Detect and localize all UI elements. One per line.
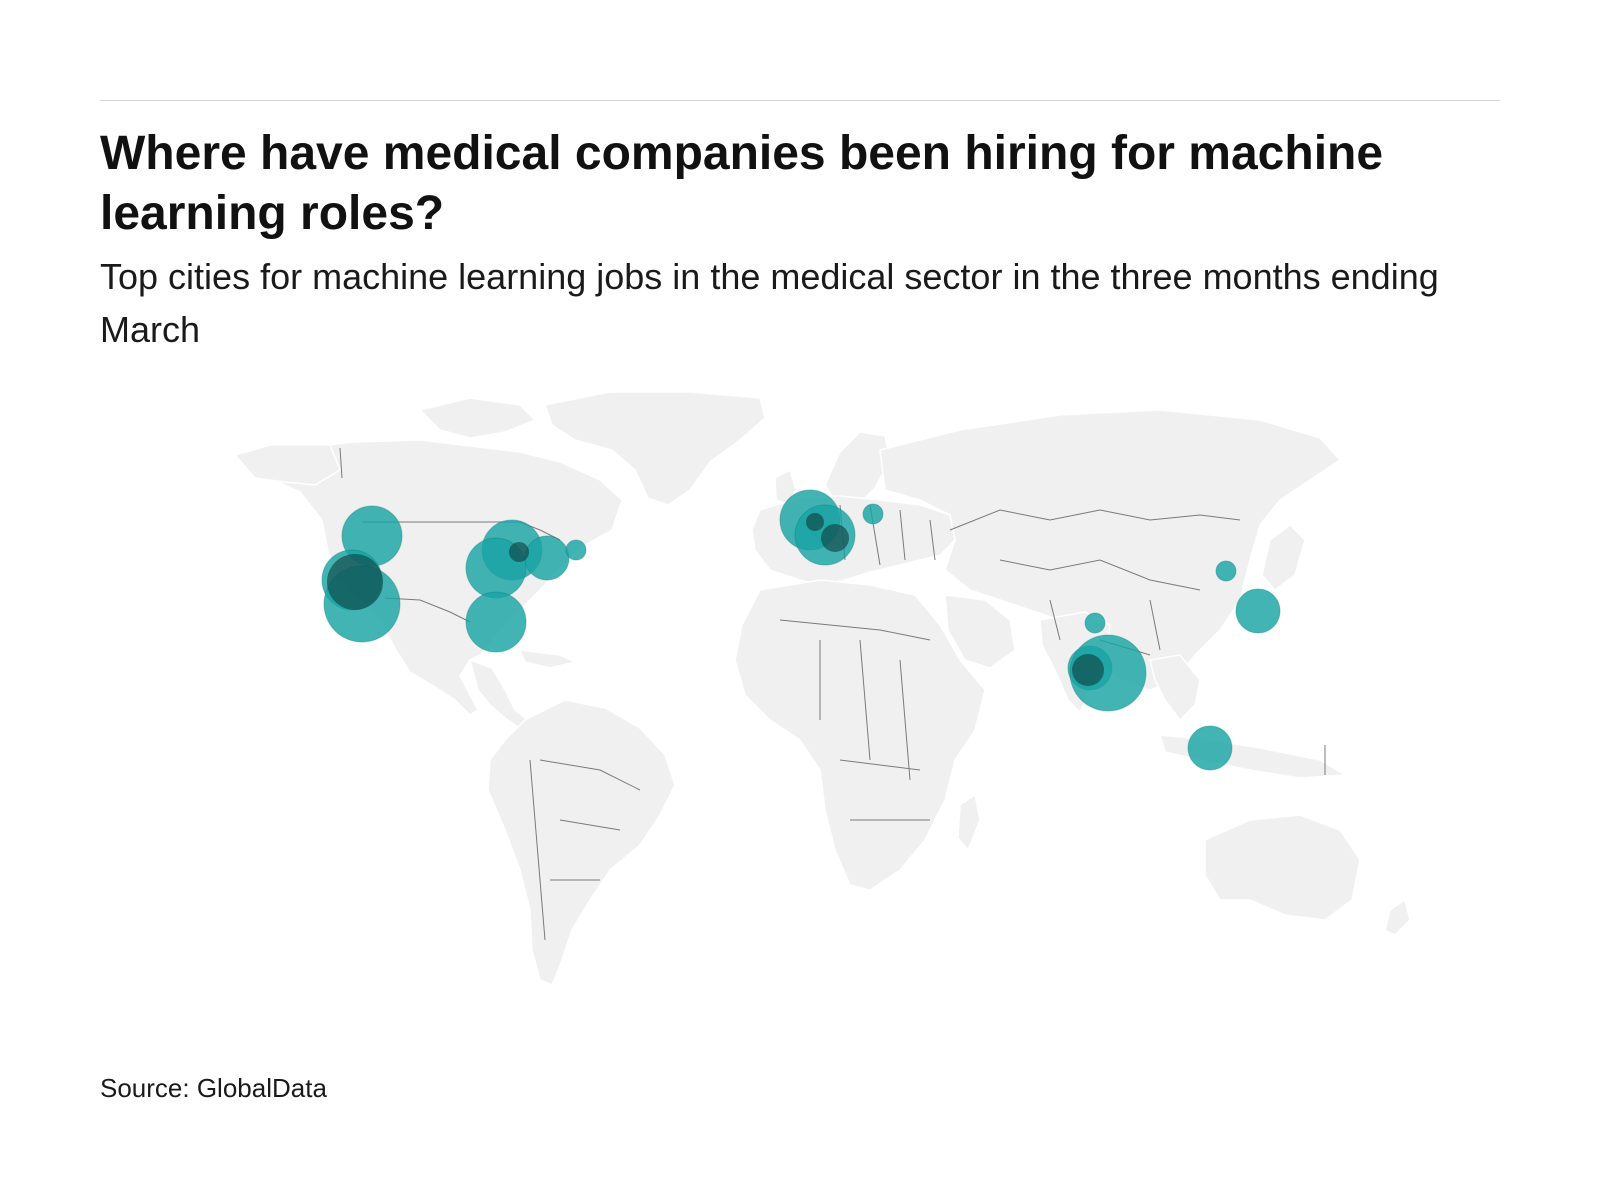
border-us-mexico: [384, 597, 471, 623]
overlap-shade-3: [806, 513, 824, 531]
land-alaska: [233, 444, 341, 486]
city-bubble-12: [1084, 612, 1106, 634]
city-bubble-11: [862, 503, 884, 525]
land-madagascar: [957, 793, 981, 852]
city-bubble-15: [1215, 560, 1237, 582]
land-africa: [734, 579, 986, 891]
land-south-america: [487, 699, 676, 986]
city-bubble-17: [1187, 725, 1233, 771]
bubble-layer: [321, 489, 1281, 771]
land-arctic-islands: [418, 397, 537, 439]
land-japan: [1261, 524, 1306, 592]
overlap-shade-4: [821, 524, 849, 552]
city-bubble-14: [1069, 634, 1147, 712]
border-asia: [949, 509, 1241, 656]
overlap-shade-5: [1072, 654, 1104, 686]
city-bubble-6: [524, 535, 570, 581]
city-bubble-7: [565, 539, 587, 561]
source-note: Source: GlobalData: [100, 1073, 327, 1103]
overlap-shade-2: [509, 542, 529, 562]
border-alaska: [339, 447, 343, 479]
border-africa: [779, 619, 931, 821]
land-se-asia: [1149, 654, 1201, 722]
city-bubble-16: [1235, 588, 1281, 634]
overlap-shade-1: [327, 554, 383, 610]
land-arabia: [944, 594, 1016, 669]
land-caribbean: [518, 649, 578, 669]
land-new-zealand: [1384, 898, 1411, 936]
city-bubble-8: [465, 591, 527, 653]
chart-title: Where have medical companies been hiring…: [100, 127, 1384, 240]
chart-subtitle: Top cities for machine learning jobs in …: [100, 256, 1439, 350]
top-divider: [100, 100, 1500, 101]
land-australia: [1204, 814, 1361, 921]
land-indonesia: [1158, 734, 1348, 779]
land-layer: [233, 391, 1411, 986]
land-greenland: [544, 391, 766, 506]
land-scandinavia: [824, 431, 891, 506]
border-south-america: [529, 759, 641, 941]
land-central-america: [468, 658, 532, 731]
